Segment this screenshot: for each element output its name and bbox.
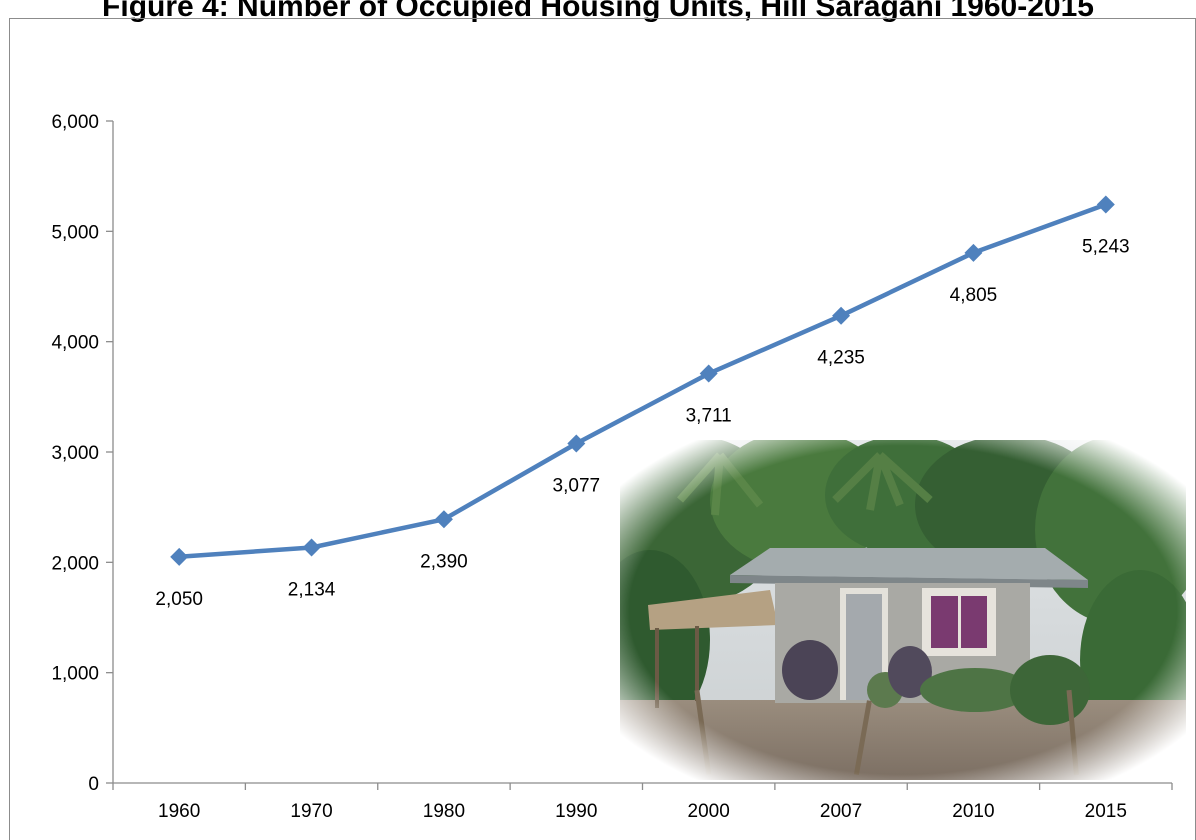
y-tick-label: 5,000: [51, 222, 99, 243]
x-tick-label: 2000: [688, 801, 730, 822]
data-label: 2,134: [288, 580, 336, 601]
y-tick-label: 2,000: [51, 553, 99, 574]
data-label: 2,050: [155, 589, 203, 610]
data-label: 4,805: [950, 285, 998, 306]
y-tick-label: 0: [88, 774, 99, 795]
data-label: 5,243: [1082, 237, 1130, 258]
x-tick-label: 2007: [820, 801, 862, 822]
data-point-marker: [567, 434, 586, 453]
y-tick-label: 6,000: [51, 112, 99, 133]
data-point-marker: [1096, 195, 1115, 214]
data-point-marker: [699, 364, 718, 383]
series-line: [176, 202, 1109, 560]
x-tick-label: 1990: [555, 801, 597, 822]
data-point-marker: [832, 306, 851, 325]
x-tick-label: 1970: [290, 801, 332, 822]
data-label: 2,390: [420, 551, 468, 572]
chart-title: Figure 4: Number of Occupied Housing Uni…: [102, 0, 1094, 23]
data-label: 4,235: [817, 348, 865, 369]
data-label: 3,711: [686, 406, 732, 427]
x-tick-label: 1980: [423, 801, 465, 822]
y-tick-label: 1,000: [51, 664, 99, 685]
y-tick-label: 4,000: [51, 333, 99, 354]
data-label: 3,077: [553, 476, 601, 497]
house-photo: [590, 430, 1196, 780]
data-point-marker: [302, 538, 321, 557]
y-tick-label: 3,000: [51, 443, 99, 464]
data-point-marker: [964, 243, 983, 262]
x-tick-label: 1960: [158, 801, 200, 822]
data-point-marker: [434, 510, 453, 529]
data-point-marker: [170, 547, 189, 566]
x-tick-label: 2015: [1085, 801, 1127, 822]
x-tick-label: 2010: [952, 801, 994, 822]
